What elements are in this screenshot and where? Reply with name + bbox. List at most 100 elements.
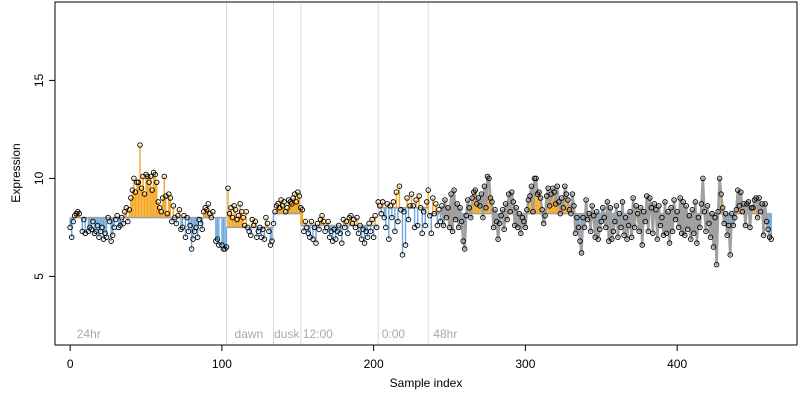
data-point xyxy=(486,175,492,182)
data-point xyxy=(144,173,151,180)
data-point xyxy=(563,191,570,197)
data-point xyxy=(639,242,645,248)
data-point xyxy=(637,205,644,211)
data-point xyxy=(428,230,435,237)
data-point xyxy=(495,236,501,242)
data-point xyxy=(698,201,705,207)
data-point xyxy=(753,195,759,201)
data-point xyxy=(466,205,472,211)
data-point xyxy=(727,252,733,258)
data-point xyxy=(504,216,510,223)
data-point xyxy=(530,208,536,215)
data-point xyxy=(106,218,113,225)
data-point xyxy=(343,218,350,225)
data-point xyxy=(366,220,372,227)
data-point xyxy=(683,203,689,209)
data-point xyxy=(345,230,351,237)
data-point xyxy=(304,224,310,231)
data-point xyxy=(332,236,339,242)
data-point xyxy=(205,201,212,207)
data-point xyxy=(119,214,125,221)
data-point xyxy=(768,236,774,242)
data-point xyxy=(240,214,246,221)
data-point xyxy=(243,208,249,215)
divider-lines xyxy=(225,2,429,345)
data-point xyxy=(194,234,201,240)
y-tick-label: 10 xyxy=(32,171,46,185)
data-point xyxy=(697,224,703,231)
data-point xyxy=(355,230,362,237)
data-point xyxy=(434,222,441,229)
data-point xyxy=(313,240,319,246)
data-point xyxy=(161,173,168,180)
data-point xyxy=(235,212,242,219)
data-point xyxy=(578,250,585,256)
data-point xyxy=(396,183,403,189)
annotation-label: dawn xyxy=(235,327,264,341)
data-point xyxy=(425,187,432,193)
data-point xyxy=(508,189,515,195)
data-point xyxy=(733,207,740,213)
data-point xyxy=(498,212,504,219)
data-point xyxy=(596,226,603,233)
data-point xyxy=(701,208,708,215)
data-point xyxy=(741,201,747,207)
data-point xyxy=(586,210,592,217)
data-point xyxy=(214,236,221,242)
y-axis-title: Expression xyxy=(9,143,23,202)
data-point xyxy=(296,193,303,199)
data-point xyxy=(419,230,425,237)
data-point xyxy=(68,234,75,240)
data-point xyxy=(542,212,548,219)
data-point xyxy=(748,205,755,211)
data-point xyxy=(666,240,673,246)
data-point xyxy=(562,183,568,189)
data-point xyxy=(659,214,665,221)
annotation-label: dusk xyxy=(274,327,300,341)
data-point xyxy=(210,208,216,215)
data-point xyxy=(712,214,718,221)
data-point xyxy=(745,199,752,205)
data-point xyxy=(422,222,428,229)
data-point xyxy=(449,228,456,235)
data-point xyxy=(663,230,670,237)
data-point xyxy=(288,201,295,207)
data-point xyxy=(339,240,345,246)
data-point xyxy=(88,226,95,233)
data-point xyxy=(237,201,243,207)
data-point xyxy=(401,208,407,215)
data-point xyxy=(176,207,183,213)
data-point xyxy=(633,203,639,209)
trend-line xyxy=(440,175,773,266)
data-point xyxy=(131,175,137,182)
data-point xyxy=(536,189,542,195)
data-point xyxy=(738,189,744,195)
x-tick-label: 200 xyxy=(364,357,384,371)
data-point xyxy=(185,228,192,235)
data-point xyxy=(416,193,422,199)
data-point xyxy=(704,203,711,209)
data-point xyxy=(301,228,307,235)
data-point xyxy=(442,197,448,203)
data-point xyxy=(120,220,127,227)
data-point xyxy=(369,216,375,223)
data-point xyxy=(94,222,101,229)
data-point xyxy=(252,218,259,225)
data-point xyxy=(463,212,469,219)
data-point xyxy=(630,195,636,201)
data-point xyxy=(713,261,720,268)
data-point xyxy=(199,226,205,233)
data-point xyxy=(709,210,715,217)
data-point xyxy=(395,218,401,225)
data-point xyxy=(584,216,591,223)
data-point xyxy=(247,232,254,238)
data-point xyxy=(559,195,565,201)
data-point xyxy=(681,232,688,238)
data-point xyxy=(610,228,617,235)
data-point xyxy=(376,203,383,209)
data-point xyxy=(490,224,497,231)
data-point xyxy=(715,208,721,215)
data-point xyxy=(90,218,96,225)
data-point xyxy=(572,230,579,237)
data-point xyxy=(653,207,659,213)
